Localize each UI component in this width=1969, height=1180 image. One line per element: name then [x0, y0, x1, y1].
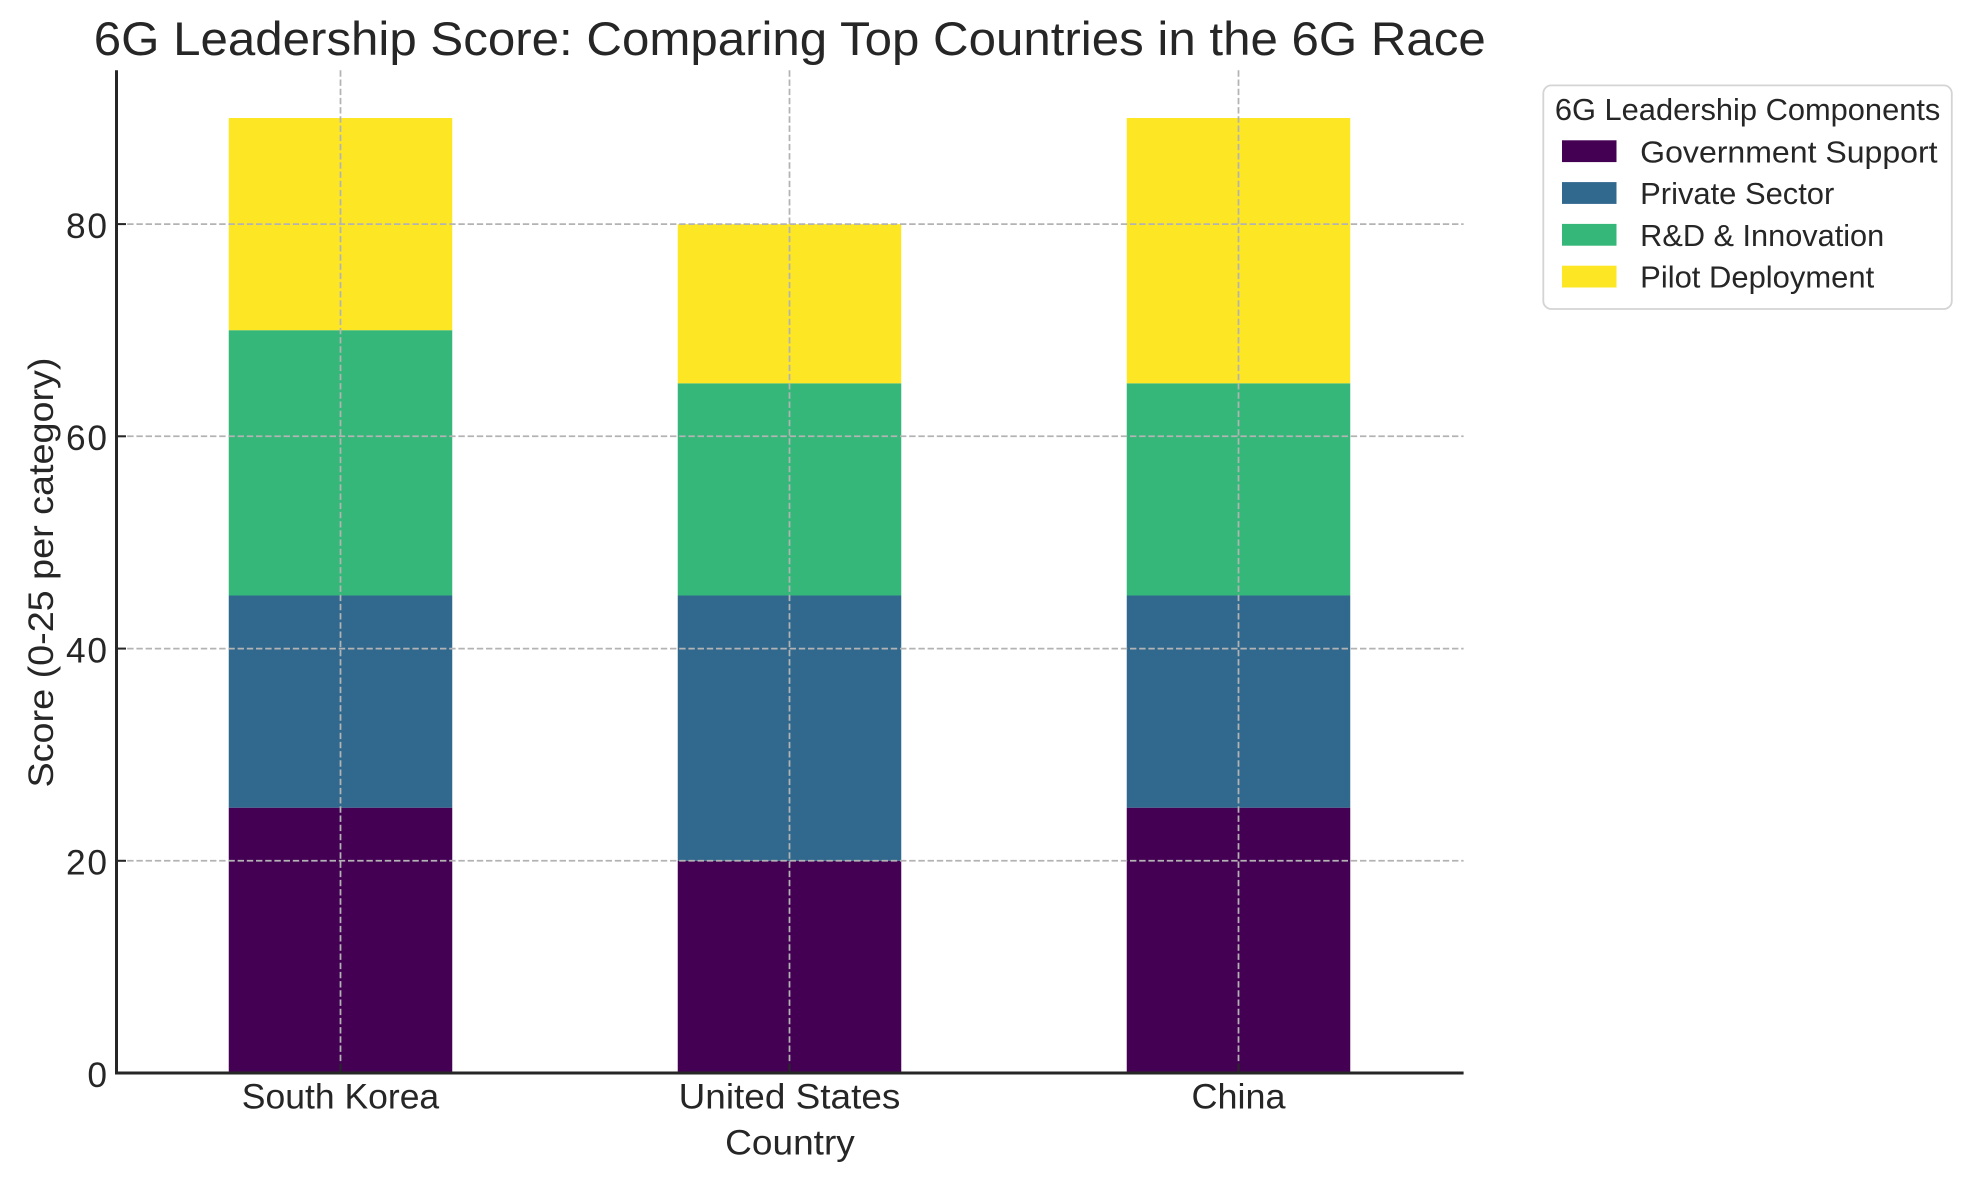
svg-text:60: 60: [66, 419, 107, 458]
svg-text:20: 20: [66, 844, 107, 883]
svg-text:United States: United States: [679, 1078, 901, 1117]
svg-text:Private Sector: Private Sector: [1640, 178, 1834, 211]
svg-text:80: 80: [66, 207, 107, 246]
svg-text:R&D & Innovation: R&D & Innovation: [1640, 220, 1884, 253]
svg-text:0: 0: [87, 1056, 107, 1095]
svg-text:40: 40: [66, 632, 107, 671]
svg-text:Score (0-25 per category): Score (0-25 per category): [22, 358, 61, 788]
svg-text:Government Support: Government Support: [1640, 136, 1938, 169]
svg-text:Country: Country: [725, 1123, 855, 1162]
svg-text:China: China: [1192, 1078, 1286, 1117]
svg-text:Pilot Deployment: Pilot Deployment: [1640, 262, 1875, 295]
svg-text:South Korea: South Korea: [242, 1078, 440, 1117]
svg-text:6G Leadership Components: 6G Leadership Components: [1555, 94, 1941, 127]
svg-text:6G Leadership Score: Comparing: 6G Leadership Score: Comparing Top Count…: [94, 13, 1486, 66]
